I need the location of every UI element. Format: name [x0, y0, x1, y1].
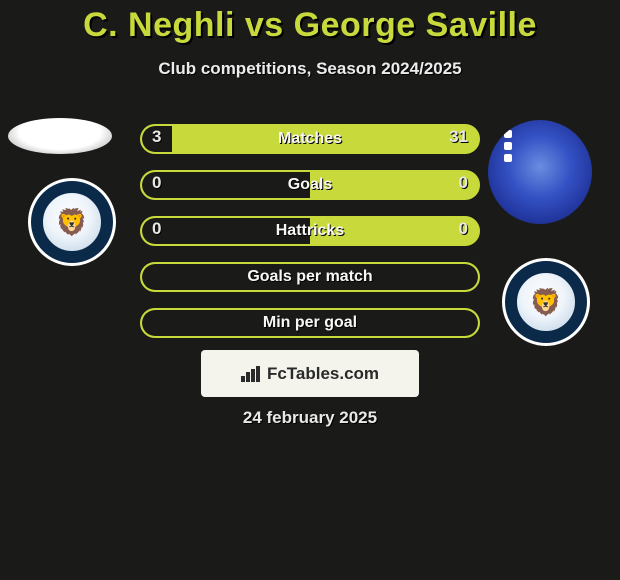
stat-row: Hattricks0 0: [0, 212, 620, 258]
stat-bar: Matches: [140, 124, 480, 154]
stat-value-left: 3: [152, 120, 161, 154]
bar-chart-icon: [241, 366, 261, 382]
stat-value-right: 0: [459, 166, 468, 200]
stat-bar-fill-left: [142, 218, 310, 244]
stat-value-left: 0: [152, 212, 161, 246]
comparison-card: { "title": "C. Neghli vs George Saville"…: [0, 0, 620, 580]
stat-bar: Goals per match: [140, 262, 480, 292]
subtitle: Club competitions, Season 2024/2025: [0, 59, 620, 79]
stat-value-right: 0: [459, 212, 468, 246]
stat-bar: Hattricks: [140, 216, 480, 246]
stat-row: Goals0 0: [0, 166, 620, 212]
stat-bar-fill-left: [142, 264, 478, 290]
stat-rows: Matches331Goals00Hattricks00Goals per ma…: [0, 120, 620, 350]
brand-badge: FcTables.com: [201, 350, 419, 397]
stat-bar-fill-left: [142, 172, 310, 198]
stat-bar: Min per goal: [140, 308, 480, 338]
brand-text: FcTables.com: [267, 364, 379, 384]
stat-row: Goals per match: [0, 258, 620, 304]
stat-bar-fill-left: [142, 310, 478, 336]
stat-value-right: 31: [449, 120, 468, 154]
stat-bar: Goals: [140, 170, 480, 200]
stat-row: Min per goal: [0, 304, 620, 350]
stat-row: Matches3 31: [0, 120, 620, 166]
stat-value-left: 0: [152, 166, 161, 200]
page-title: C. Neghli vs George Saville: [0, 0, 620, 45]
stat-label: Matches: [142, 126, 478, 152]
date-text: 24 february 2025: [0, 408, 620, 428]
